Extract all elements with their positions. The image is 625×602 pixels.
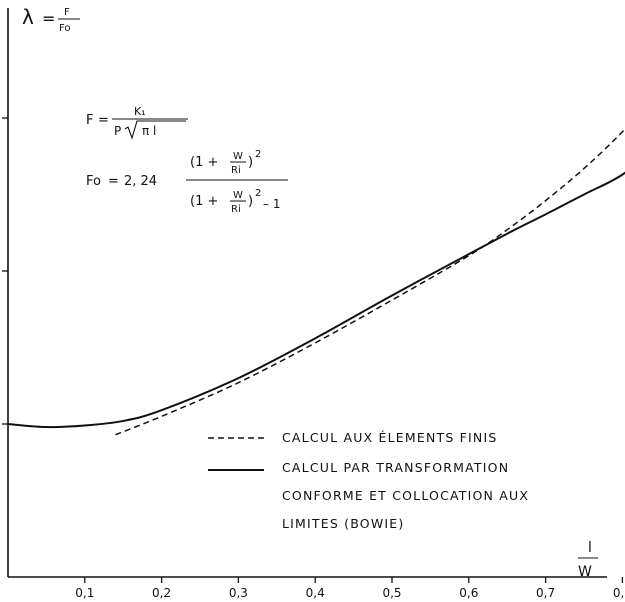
- x-tick-label: 0,4: [306, 586, 325, 600]
- y-axis-label: λ = F Fo: [22, 5, 80, 34]
- legend-solid-label-line-1: CALCUL PAR TRANSFORMATION: [282, 460, 509, 475]
- legend-dashed-label: CALCUL AUX ÉLEMENTS FINIS: [282, 430, 497, 445]
- y-label-eq: =: [42, 9, 55, 28]
- formula-f: F = K₁ P π l: [86, 105, 188, 140]
- y-ticks: 123: [2, 117, 8, 425]
- series-line-finite-elements: [115, 127, 625, 436]
- formula-fo-num-ri: Ri: [231, 165, 241, 176]
- legend-solid-label-line-2: CONFORME ET COLLOCATION AUX: [282, 488, 529, 503]
- formula-f-lhs: F: [86, 113, 93, 128]
- formula-fo-num-w: W: [233, 151, 243, 162]
- formula-fo-num-close: ): [248, 155, 253, 170]
- formula-fo-den-exp: 2: [255, 188, 261, 199]
- formula-fo-den-open: (1 +: [190, 194, 218, 209]
- formula-fo-lhs: Fo: [86, 174, 101, 189]
- x-tick-label: 0,3: [229, 586, 248, 600]
- y-label-den: Fo: [59, 23, 71, 34]
- formula-fo-den-close: ): [248, 194, 253, 209]
- formula-f-den-p: P: [114, 124, 121, 138]
- formula-fo-coef: 2, 24: [124, 174, 157, 189]
- x-tick-label: 0,8: [613, 586, 625, 600]
- x-tick-label: 0,1: [75, 586, 94, 600]
- legend: CALCUL AUX ÉLEMENTS FINIS CALCUL PAR TRA…: [208, 430, 529, 531]
- formula-fo-den-w: W: [233, 190, 243, 201]
- legend-solid-label-line-3: LIMITES (BOWIE): [282, 516, 404, 531]
- x-tick-label: 0,7: [536, 586, 555, 600]
- x-ticks: 0,10,20,30,40,50,60,70,80,9: [75, 577, 625, 600]
- series-line-bowie: [7, 171, 625, 429]
- x-tick-label: 0,5: [382, 586, 401, 600]
- formula-fo-num-exp: 2: [255, 149, 261, 160]
- formula-fo-num-open: (1 +: [190, 155, 218, 170]
- formula-fo-den-tail: – 1: [263, 197, 280, 211]
- series-layer: [7, 127, 625, 436]
- sqrt-icon: [124, 120, 186, 140]
- y-label-num: F: [64, 7, 70, 18]
- formula-fo: Fo = 2, 24 (1 + W Ri ) 2 (1 + W Ri ) 2 –…: [86, 149, 288, 215]
- x-axis-label: l W: [578, 540, 598, 580]
- formula-fo-eq: =: [108, 174, 119, 189]
- formula-f-den-rest: π l: [142, 124, 156, 138]
- x-label-den: W: [578, 564, 592, 580]
- y-label-symbol: λ: [22, 5, 34, 29]
- formula-f-num: K₁: [134, 105, 146, 118]
- x-tick-label: 0,6: [459, 586, 478, 600]
- formula-fo-den-ri: Ri: [231, 204, 241, 215]
- x-tick-label: 0,2: [152, 586, 171, 600]
- x-label-num: l: [588, 540, 592, 556]
- formula-f-eq: =: [98, 113, 109, 128]
